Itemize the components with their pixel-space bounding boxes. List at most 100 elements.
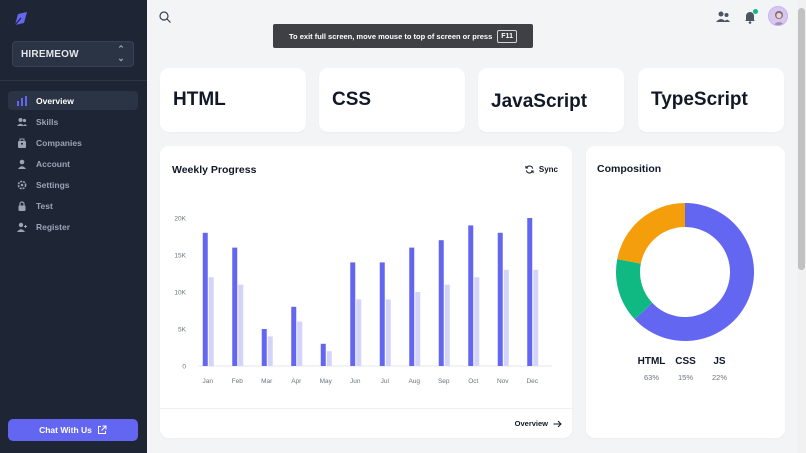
lang-card-title: CSS xyxy=(332,89,372,110)
bar-mar-primary[interactable] xyxy=(261,329,267,366)
bar-oct-secondary[interactable] xyxy=(474,277,480,366)
bar-sep-primary[interactable] xyxy=(438,240,444,366)
bar-nov-primary[interactable] xyxy=(497,232,503,366)
avatar[interactable] xyxy=(768,6,788,26)
bar-jun-primary[interactable] xyxy=(350,262,356,366)
bar-mar-secondary[interactable] xyxy=(267,336,273,366)
sidebar-item-account[interactable]: Account xyxy=(8,154,138,173)
legend-item: JS 22% xyxy=(703,356,737,382)
lang-card-css[interactable]: CSS xyxy=(319,68,465,132)
sidebar-item-settings[interactable]: Settings xyxy=(8,175,138,194)
x-tick-label: Feb xyxy=(232,378,244,385)
sidebar-item-label: Skills xyxy=(36,116,59,127)
bar-dec-secondary[interactable] xyxy=(533,269,539,366)
y-tick-label: 15K xyxy=(174,253,186,260)
bar-dec-primary[interactable] xyxy=(527,218,533,366)
composition-legend: HTML 63% CSS 15% JS 22% xyxy=(586,356,785,382)
chevron-updown-icon: ⌃ ⌄ xyxy=(117,44,125,63)
sidebar-item-label: Settings xyxy=(36,179,70,190)
lang-card-html[interactable]: HTML xyxy=(160,68,306,132)
bell-icon[interactable] xyxy=(744,10,756,24)
lock-icon xyxy=(17,200,27,211)
notification-dot xyxy=(753,9,758,14)
workspace-name: HIREMEOW xyxy=(21,48,79,60)
bar-jan-primary[interactable] xyxy=(202,232,208,366)
lang-card-title: TypeScript xyxy=(651,89,748,110)
sidebar-item-label: Register xyxy=(36,221,71,232)
toast-key: F11 xyxy=(497,29,517,43)
sync-button[interactable]: Sync xyxy=(525,165,558,174)
y-tick-label: 5K xyxy=(178,327,187,334)
legend-percent: 22% xyxy=(711,373,727,382)
bar-feb-secondary[interactable] xyxy=(238,284,244,366)
bar-feb-primary[interactable] xyxy=(232,247,238,366)
bar-oct-primary[interactable] xyxy=(468,225,474,366)
donut-slice-js[interactable] xyxy=(617,203,685,264)
sidebar-item-skills[interactable]: Skills xyxy=(8,112,138,131)
bar-apr-primary[interactable] xyxy=(291,306,297,366)
bar-jan-secondary[interactable] xyxy=(208,277,214,366)
page-scrollbar[interactable] xyxy=(797,0,806,453)
user-plus-icon xyxy=(17,222,27,232)
bar-jun-secondary[interactable] xyxy=(356,299,362,366)
donut-slice-css[interactable] xyxy=(616,259,653,320)
x-tick-label: May xyxy=(320,378,333,385)
x-tick-label: Jun xyxy=(350,378,361,385)
chat-with-us-button[interactable]: Chat With Us xyxy=(8,419,138,441)
sidebar-item-test[interactable]: Test xyxy=(8,196,138,215)
x-tick-label: Mar xyxy=(261,378,273,385)
lang-card-title: HTML xyxy=(173,89,226,110)
legend-label: CSS xyxy=(675,356,696,367)
chat-button-label: Chat With Us xyxy=(39,425,92,435)
search-icon[interactable] xyxy=(158,10,172,24)
lang-card-javascript[interactable]: JavaScript xyxy=(478,68,624,132)
bar-may-secondary[interactable] xyxy=(326,351,332,366)
overview-link[interactable]: Overview xyxy=(515,419,562,428)
lang-card-title: JavaScript xyxy=(491,91,588,112)
sidebar-nav: Overview Skills Companies Account Settin… xyxy=(8,91,138,238)
sidebar-item-overview[interactable]: Overview xyxy=(8,91,138,110)
weekly-bar-chart: 0 5K 10K 15K 20K Jan Feb Mar Apr May Jun Jul Aug Sep O… xyxy=(174,216,552,385)
users-icon[interactable] xyxy=(716,11,730,23)
composition-card: Composition HTML 63% CSS 15% JS 22% xyxy=(586,146,785,438)
sidebar-item-label: Test xyxy=(36,200,53,211)
y-tick-label: 0 xyxy=(182,364,186,371)
sync-label: Sync xyxy=(538,165,558,174)
overview-link-label: Overview xyxy=(514,419,548,428)
x-tick-label: Nov xyxy=(497,378,509,385)
y-tick-label: 10K xyxy=(174,290,186,297)
bar-sep-secondary[interactable] xyxy=(444,284,450,366)
bar-jul-secondary[interactable] xyxy=(385,299,391,366)
card-title: Composition xyxy=(597,163,662,175)
divider xyxy=(0,80,147,81)
legend-item: CSS 15% xyxy=(669,356,703,382)
sidebar-item-label: Account xyxy=(36,158,70,169)
lang-card-typescript[interactable]: TypeScript xyxy=(638,68,784,132)
x-tick-label: Sep xyxy=(438,378,450,385)
refresh-icon xyxy=(525,165,534,174)
bar-chart-icon xyxy=(17,95,27,106)
bar-aug-secondary[interactable] xyxy=(415,292,421,366)
external-link-icon xyxy=(97,425,107,434)
composition-donut-chart xyxy=(616,203,754,341)
donut-slice-html[interactable] xyxy=(634,203,754,341)
bar-jul-primary[interactable] xyxy=(379,262,385,366)
bar-nov-secondary[interactable] xyxy=(503,269,509,366)
logo-icon[interactable] xyxy=(12,11,28,27)
legend-percent: 15% xyxy=(677,373,693,382)
sidebar-item-label: Overview xyxy=(36,95,74,106)
fullscreen-toast: To exit full screen, move mouse to top o… xyxy=(273,24,533,48)
x-tick-label: Apr xyxy=(291,378,302,385)
x-tick-label: Dec xyxy=(526,378,538,385)
bar-may-primary[interactable] xyxy=(320,343,326,366)
gear-icon xyxy=(17,180,27,190)
bar-aug-primary[interactable] xyxy=(409,247,415,366)
x-tick-label: Jul xyxy=(381,378,390,385)
bar-apr-secondary[interactable] xyxy=(297,321,303,366)
x-tick-label: Oct xyxy=(468,378,478,385)
scrollbar-thumb[interactable] xyxy=(798,8,805,270)
card-title: Weekly Progress xyxy=(172,164,257,176)
sidebar-item-companies[interactable]: Companies xyxy=(8,133,138,152)
workspace-select[interactable]: HIREMEOW ⌃ ⌄ xyxy=(12,41,134,67)
sidebar-item-register[interactable]: Register xyxy=(8,217,138,236)
